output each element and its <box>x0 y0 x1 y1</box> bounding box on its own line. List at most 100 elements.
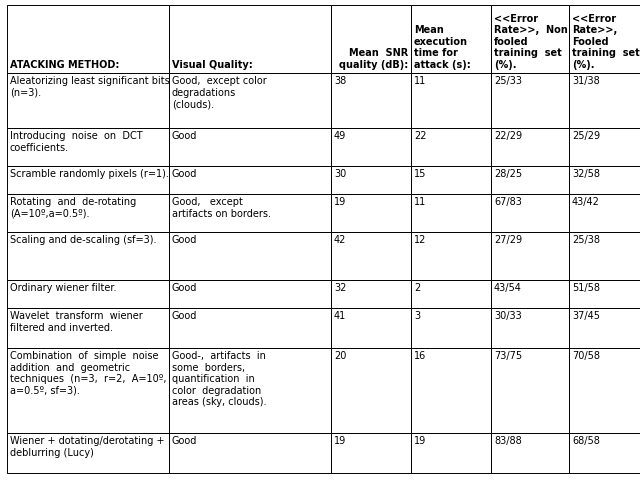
Bar <box>7 232 169 280</box>
Bar <box>7 5 169 73</box>
Text: 41: 41 <box>334 311 346 321</box>
Bar <box>491 280 569 308</box>
Text: 11: 11 <box>414 197 426 207</box>
Text: Mean  SNR
quality (dB):: Mean SNR quality (dB): <box>339 48 408 70</box>
Bar <box>169 194 331 232</box>
Text: 19: 19 <box>334 436 346 446</box>
Bar <box>491 73 569 128</box>
Bar <box>491 308 569 348</box>
Text: Wiener + dotating/derotating +
deblurring (Lucy): Wiener + dotating/derotating + deblurrin… <box>10 436 164 458</box>
Text: 67/83: 67/83 <box>494 197 522 207</box>
Bar <box>331 308 411 348</box>
Text: 30/33: 30/33 <box>494 311 522 321</box>
Text: ATACKING METHOD:: ATACKING METHOD: <box>10 60 120 70</box>
Bar <box>491 348 569 433</box>
Bar <box>569 280 640 308</box>
Bar <box>169 166 331 194</box>
Text: 28/25: 28/25 <box>494 169 522 179</box>
Text: Good: Good <box>172 283 197 293</box>
Text: 32: 32 <box>334 283 346 293</box>
Text: Introducing  noise  on  DCT
coefficients.: Introducing noise on DCT coefficients. <box>10 131 143 153</box>
Text: 70/58: 70/58 <box>572 351 600 361</box>
Text: 43/42: 43/42 <box>572 197 600 207</box>
Text: 73/75: 73/75 <box>494 351 522 361</box>
Text: 3: 3 <box>414 311 420 321</box>
Bar <box>411 232 491 280</box>
Bar <box>7 166 169 194</box>
Bar <box>169 73 331 128</box>
Bar <box>7 308 169 348</box>
Text: 30: 30 <box>334 169 346 179</box>
Bar <box>491 5 569 73</box>
Bar <box>7 433 169 473</box>
Bar <box>331 348 411 433</box>
Bar <box>491 232 569 280</box>
Bar <box>7 128 169 166</box>
Text: Aleatorizing least significant bits
(n=3).: Aleatorizing least significant bits (n=3… <box>10 76 170 98</box>
Text: 16: 16 <box>414 351 426 361</box>
Text: Combination  of  simple  noise
addition  and  geometric
techniques  (n=3,  r=2, : Combination of simple noise addition and… <box>10 351 166 396</box>
Bar <box>491 166 569 194</box>
Bar <box>411 194 491 232</box>
Text: Scramble randomly pixels (r=1).: Scramble randomly pixels (r=1). <box>10 169 169 179</box>
Text: Ordinary wiener filter.: Ordinary wiener filter. <box>10 283 116 293</box>
Text: 37/45: 37/45 <box>572 311 600 321</box>
Bar <box>169 308 331 348</box>
Text: 25/38: 25/38 <box>572 235 600 245</box>
Bar <box>331 280 411 308</box>
Text: <<Error
Rate>>,
Fooled
training  set
(%).: <<Error Rate>>, Fooled training set (%). <box>572 14 640 70</box>
Bar <box>169 5 331 73</box>
Bar <box>169 128 331 166</box>
Text: 68/58: 68/58 <box>572 436 600 446</box>
Bar <box>569 166 640 194</box>
Text: Good: Good <box>172 311 197 321</box>
Bar <box>169 348 331 433</box>
Bar <box>331 128 411 166</box>
Text: 51/58: 51/58 <box>572 283 600 293</box>
Bar <box>491 128 569 166</box>
Bar <box>569 232 640 280</box>
Text: Good: Good <box>172 235 197 245</box>
Bar <box>411 348 491 433</box>
Text: 19: 19 <box>334 197 346 207</box>
Bar <box>7 73 169 128</box>
Bar <box>411 308 491 348</box>
Text: 32/58: 32/58 <box>572 169 600 179</box>
Text: Visual Quality:: Visual Quality: <box>172 60 253 70</box>
Text: 20: 20 <box>334 351 346 361</box>
Text: Good,  except color
degradations
(clouds).: Good, except color degradations (clouds)… <box>172 76 267 109</box>
Bar <box>411 128 491 166</box>
Bar <box>569 433 640 473</box>
Text: Wavelet  transform  wiener
filtered and inverted.: Wavelet transform wiener filtered and in… <box>10 311 143 333</box>
Text: 31/38: 31/38 <box>572 76 600 86</box>
Bar <box>491 194 569 232</box>
Text: 42: 42 <box>334 235 346 245</box>
Text: Good-,  artifacts  in
some  borders,
quantification  in
color  degradation
areas: Good-, artifacts in some borders, quanti… <box>172 351 266 407</box>
Text: 22/29: 22/29 <box>494 131 522 141</box>
Bar <box>411 433 491 473</box>
Text: Good: Good <box>172 131 197 141</box>
Bar <box>491 433 569 473</box>
Text: 25/29: 25/29 <box>572 131 600 141</box>
Bar <box>569 348 640 433</box>
Text: Mean
execution
time for
attack (s):: Mean execution time for attack (s): <box>414 25 471 70</box>
Bar <box>569 128 640 166</box>
Bar <box>331 194 411 232</box>
Text: 38: 38 <box>334 76 346 86</box>
Bar <box>7 280 169 308</box>
Bar <box>331 433 411 473</box>
Text: 15: 15 <box>414 169 426 179</box>
Text: Good: Good <box>172 169 197 179</box>
Text: 2: 2 <box>414 283 420 293</box>
Bar <box>411 73 491 128</box>
Bar <box>569 73 640 128</box>
Bar <box>169 232 331 280</box>
Bar <box>411 5 491 73</box>
Bar <box>569 5 640 73</box>
Text: 27/29: 27/29 <box>494 235 522 245</box>
Text: 43/54: 43/54 <box>494 283 522 293</box>
Bar <box>331 232 411 280</box>
Bar <box>411 166 491 194</box>
Text: Scaling and de-scaling (sf=3).: Scaling and de-scaling (sf=3). <box>10 235 157 245</box>
Text: 12: 12 <box>414 235 426 245</box>
